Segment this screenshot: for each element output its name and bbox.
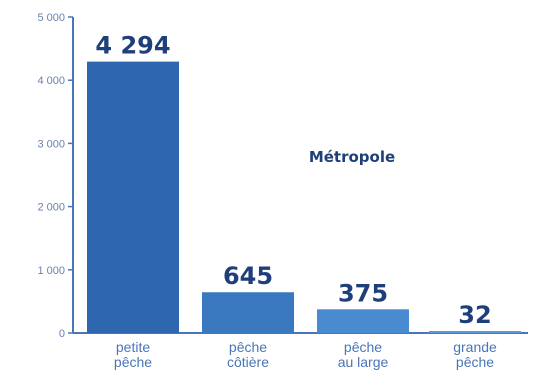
bar-value-label: 4 294 bbox=[95, 32, 170, 60]
bar-value-label: 645 bbox=[223, 262, 273, 290]
bar-value-label: 32 bbox=[458, 301, 491, 329]
y-tick-label: 4 000 bbox=[37, 75, 65, 87]
category-label: au large bbox=[338, 354, 389, 370]
bar bbox=[429, 330, 521, 333]
y-tick-label: 3 000 bbox=[37, 138, 65, 150]
category-label: pêche bbox=[344, 339, 382, 355]
bar-value-label: 375 bbox=[338, 279, 388, 307]
bar bbox=[202, 292, 294, 333]
chart-annotation: Métropole bbox=[309, 148, 395, 166]
y-tick-label: 2 000 bbox=[37, 202, 65, 214]
category-label: pêche bbox=[456, 354, 494, 370]
y-tick-label: 1 000 bbox=[37, 265, 65, 277]
bars bbox=[87, 61, 521, 333]
bar bbox=[87, 61, 179, 333]
value-labels: 4 294 645 375 32 bbox=[95, 32, 491, 329]
category-label: côtière bbox=[227, 354, 269, 370]
bar bbox=[317, 309, 409, 333]
category-label: grande bbox=[453, 339, 497, 355]
category-label: pêche bbox=[114, 354, 152, 370]
y-tick-label: 5 000 bbox=[37, 12, 65, 24]
category-label: petite bbox=[116, 339, 150, 355]
y-tick-label: 0 bbox=[59, 328, 65, 340]
category-label: pêche bbox=[229, 339, 267, 355]
